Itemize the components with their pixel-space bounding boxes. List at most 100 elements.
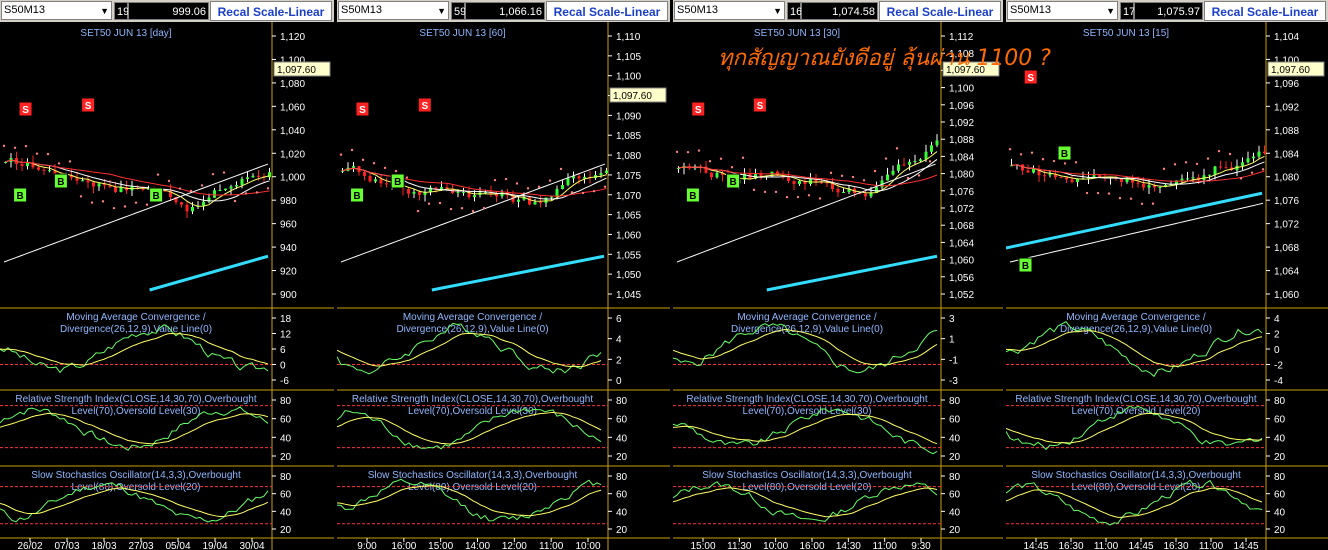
recal-scale-button[interactable]: Recal Scale-Linear: [546, 1, 668, 21]
candle: [1224, 167, 1228, 169]
annotation-text: ทุกสัญญาณยังดีอยู่ ลุ้นผ่าน 1100 ?: [718, 46, 1051, 71]
candle: [434, 187, 438, 190]
y-tick-label: 1,084: [949, 152, 974, 163]
x-tick-label: 27/03: [128, 541, 153, 550]
x-tick-label: 18/03: [91, 541, 116, 550]
y-tick-label: 1,068: [1274, 243, 1299, 254]
x-tick-label: 14:45: [1233, 541, 1258, 550]
rsi-tick-label: 40: [616, 433, 628, 444]
chart-title: SET50 JUN 13 [15]: [1083, 28, 1169, 39]
candle: [891, 170, 895, 175]
candle: [1158, 187, 1162, 189]
candle: [864, 193, 867, 197]
candle: [363, 172, 366, 176]
y-tick-label: 1,050: [616, 270, 641, 281]
y-tick-label: 1,092: [1274, 102, 1299, 113]
y-tick-label: 1,040: [280, 126, 305, 137]
y-tick-label: 1,104: [1274, 32, 1299, 43]
sell-signal-marker: S: [1023, 69, 1038, 85]
macd-tick-label: -6: [280, 376, 289, 387]
symbol-select[interactable]: S50M13 ▼: [1, 1, 112, 20]
buy-signal-marker: B: [726, 173, 741, 189]
y-tick-label: 1,100: [1274, 55, 1299, 66]
chevron-down-icon[interactable]: ▼: [437, 6, 446, 16]
x-tick-label: 15:00: [428, 541, 453, 550]
svg-text:S: S: [359, 105, 366, 116]
chart-canvas[interactable]: SET50 JUN 13 [30]1,1121,1081,1041,1001,0…: [673, 22, 1003, 550]
chevron-down-icon[interactable]: ▼: [773, 6, 782, 16]
candle: [484, 191, 487, 193]
candle: [407, 189, 410, 194]
stoch-tick-label: 40: [949, 507, 961, 518]
price-readout: 1,066.16: [465, 2, 545, 20]
chart-panel-3[interactable]: S50M13 ▼ 16 1,074.58 Recal Scale-Linear SET50…: [673, 0, 1003, 550]
x-tick-label: 11:00: [1094, 541, 1119, 550]
y-tick-label: 1,056: [949, 273, 974, 284]
stoch-title-line1: Slow Stochastics Oscillator(14,3,3),Over…: [702, 470, 912, 481]
candle: [1153, 185, 1156, 188]
chevron-down-icon[interactable]: ▼: [100, 6, 109, 16]
candle: [886, 174, 889, 181]
macd-title-line2: Divergence(26,12,9),Value Line(0): [396, 324, 548, 335]
x-tick-label: 15:00: [690, 541, 715, 550]
macd-pane: Moving Average Convergence /Divergence(2…: [0, 312, 292, 387]
rsi-pane: Relative Strength Index(CLOSE,14,30,70),…: [0, 394, 292, 463]
candle: [48, 170, 51, 172]
macd-title-line1: Moving Average Convergence /: [403, 312, 543, 323]
bar-count: 16: [787, 2, 802, 20]
candle: [37, 167, 40, 170]
candle: [429, 187, 432, 192]
candle: [858, 193, 862, 195]
recal-scale-button[interactable]: Recal Scale-Linear: [210, 1, 332, 21]
x-tick-label: 16:00: [799, 541, 824, 550]
candle: [1076, 178, 1079, 182]
chart-panel-4[interactable]: S50M13 ▼ 17 1,075.97 Recal Scale-Linear SET50…: [1006, 0, 1328, 550]
candle: [902, 164, 906, 166]
rsi-title-line1: Relative Strength Index(CLOSE,14,30,70),…: [1015, 394, 1256, 405]
svg-text:B: B: [1061, 149, 1068, 160]
svg-text:S: S: [421, 101, 428, 112]
candle: [341, 170, 344, 172]
symbol-value: S50M13: [341, 4, 382, 16]
x-tick-label: 11:00: [1199, 541, 1224, 550]
candle: [566, 178, 570, 186]
recal-scale-button[interactable]: Recal Scale-Linear: [879, 1, 1001, 21]
chart-panel-2[interactable]: S50M13 ▼ 59 1,066.16 Recal Scale-Linear SET50…: [337, 0, 670, 550]
symbol-select[interactable]: S50M13 ▼: [674, 1, 785, 20]
parabolic-sar: [675, 147, 932, 200]
y-tick-label: 1,085: [616, 131, 641, 142]
candle: [500, 192, 504, 197]
svg-text:S: S: [1027, 73, 1034, 84]
candle: [207, 197, 211, 202]
chevron-down-icon[interactable]: ▼: [1106, 6, 1115, 16]
chart-panel-1[interactable]: S50M13 ▼ 19 999.06 Recal Scale-Linear SET50 J…: [0, 0, 334, 550]
y-tick-label: 1,060: [616, 230, 641, 241]
y-tick-label: 900: [280, 290, 297, 301]
macd-pane: Moving Average Convergence /Divergence(2…: [337, 312, 622, 387]
y-tick-label: 1,112: [949, 32, 974, 43]
symbol-select[interactable]: S50M13 ▼: [1007, 1, 1118, 20]
bar-count: 19: [114, 2, 129, 20]
candle: [836, 188, 840, 193]
candle: [743, 173, 746, 180]
chart-canvas[interactable]: SET50 JUN 13 [60]1,1101,1051,1001,0951,0…: [337, 22, 670, 550]
candle: [368, 175, 372, 182]
chart-canvas[interactable]: SET50 JUN 13 [15] 1,104 1,100 1,096 1,092 1,0…: [1006, 22, 1328, 550]
symbol-select[interactable]: S50M13 ▼: [338, 1, 449, 20]
candle: [792, 181, 796, 185]
candle: [721, 173, 724, 175]
recal-scale-button[interactable]: Recal Scale-Linear: [1204, 1, 1326, 21]
sell-signal-marker: S: [691, 101, 706, 117]
candle: [919, 159, 922, 162]
candle: [1219, 166, 1222, 168]
symbol-value: S50M13: [4, 4, 45, 16]
macd-tick-label: 1: [949, 335, 955, 346]
candle: [456, 192, 460, 194]
candle: [4, 161, 7, 163]
panel-toolbar: S50M13 ▼ 19 999.06 Recal Scale-Linear: [0, 0, 334, 22]
last-price-badge: [609, 87, 667, 103]
y-tick-label: 1,070: [616, 191, 641, 202]
chart-canvas[interactable]: SET50 JUN 13 [day] 1,120 1,100 1,080 1,060 1,…: [0, 22, 334, 550]
candle: [26, 162, 29, 167]
y-tick-label: 980: [280, 196, 297, 207]
